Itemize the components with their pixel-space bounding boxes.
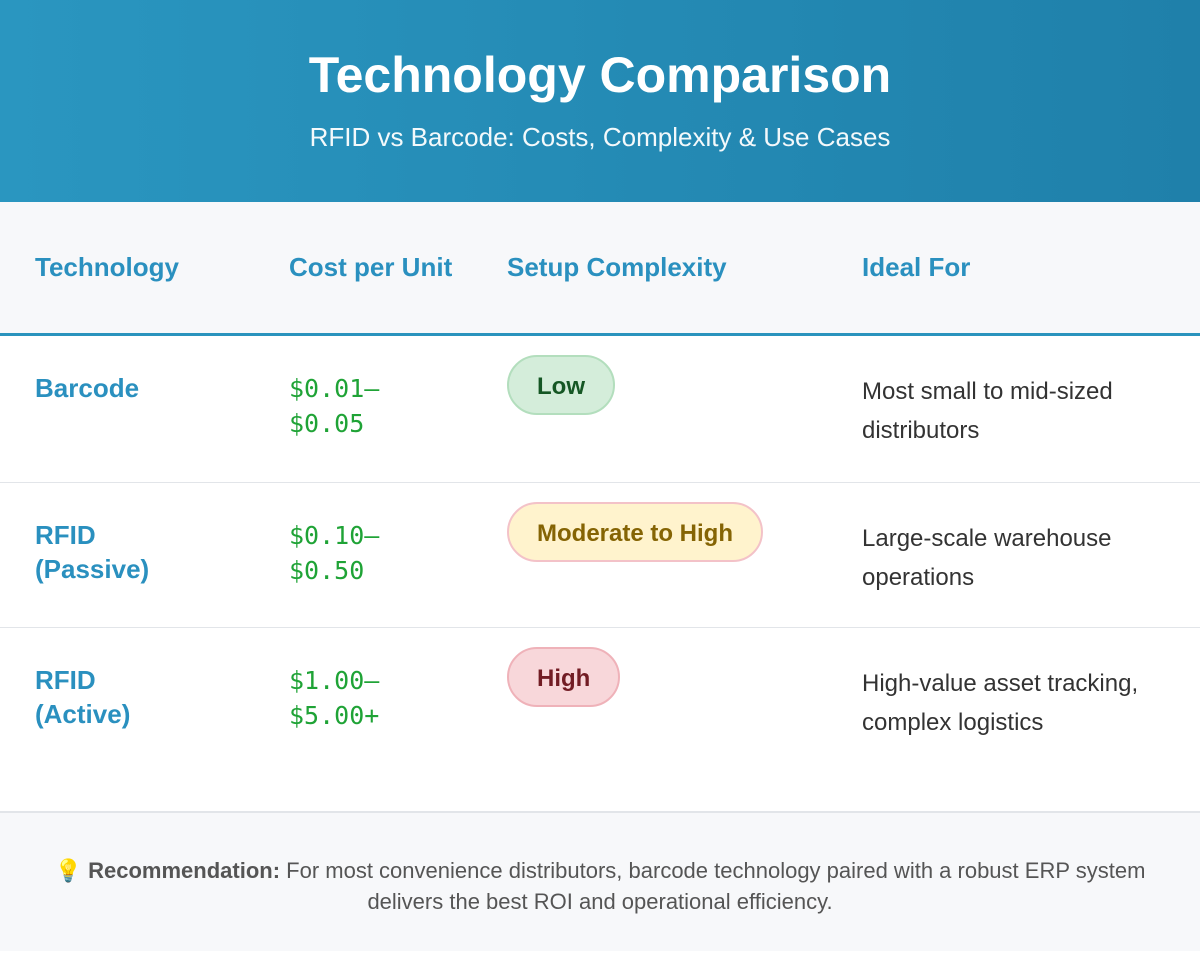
title: Technology Comparison: [308, 47, 892, 103]
table-body: Barcode $0.01–$0.05 Low Most small to mid-s…: [0, 334, 1200, 813]
table-row: RFID (Passive) $0.10–$0.50 Moderate to Hig…: [0, 482, 1200, 628]
cell: $1.00–$5.00+: [254, 627, 472, 813]
column-header: Ideal For: [827, 202, 1200, 336]
cell: Moderate to High: [472, 482, 827, 628]
technology: RFID (Active): [35, 664, 131, 729]
recommendation-label: Recommendation:: [88, 858, 281, 883]
complexity-badge: Moderate to High: [507, 501, 763, 562]
cost: $1.00–$5.00+: [289, 665, 380, 730]
technology: RFID (Passive): [35, 519, 150, 584]
cell: RFID (Active): [0, 627, 254, 813]
cell: Barcode: [0, 334, 254, 483]
column-header: Cost per Unit: [254, 202, 472, 336]
cost: $0.10–$0.50: [289, 520, 380, 585]
cell: High-value asset tracking, complex logis…: [827, 627, 1200, 813]
ideal-for: High-value asset tracking, complex logis…: [862, 669, 1139, 736]
cell: Large-scale warehouse operations: [827, 482, 1200, 628]
header-row: Technology Cost per Unit Setup Complexity I…: [0, 202, 1200, 336]
column-header: Technology: [0, 202, 254, 336]
technology: Barcode: [35, 372, 140, 403]
column-header: Setup Complexity: [472, 202, 827, 336]
icon: 💡: [54, 858, 82, 883]
table-row: Barcode $0.01–$0.05 Low Most small to mid-s…: [0, 334, 1200, 483]
cell: $0.01–$0.05: [254, 334, 472, 483]
cost: $0.01–$0.05: [289, 373, 380, 438]
cell: Low: [472, 334, 827, 483]
complexity-badge: Low: [507, 354, 615, 415]
ideal-for: Most small to mid-sized distributors: [862, 377, 1113, 444]
table-row: RFID (Active) $1.00–$5.00+ High High-value …: [0, 627, 1200, 813]
subtitle: RFID vs Barcode: Costs, Complexity & Use…: [309, 122, 891, 152]
recommendation-text: For most convenience distributors, barco…: [286, 858, 1146, 914]
cell: High: [472, 627, 827, 813]
cell: Most small to mid-sized distributors: [827, 334, 1200, 483]
ideal-for: Large-scale warehouse operations: [862, 524, 1112, 591]
header: Technology Comparison RFID vs Barcode: C…: [0, 0, 1200, 202]
footer: 💡 Recommendation: For most convenience d…: [0, 813, 1200, 951]
cell: $0.10–$0.50: [254, 482, 472, 628]
comparison-table: Technology Cost per Unit Setup Complexity I…: [0, 202, 1200, 813]
complexity-badge: High: [507, 646, 621, 707]
cell: RFID (Passive): [0, 482, 254, 628]
